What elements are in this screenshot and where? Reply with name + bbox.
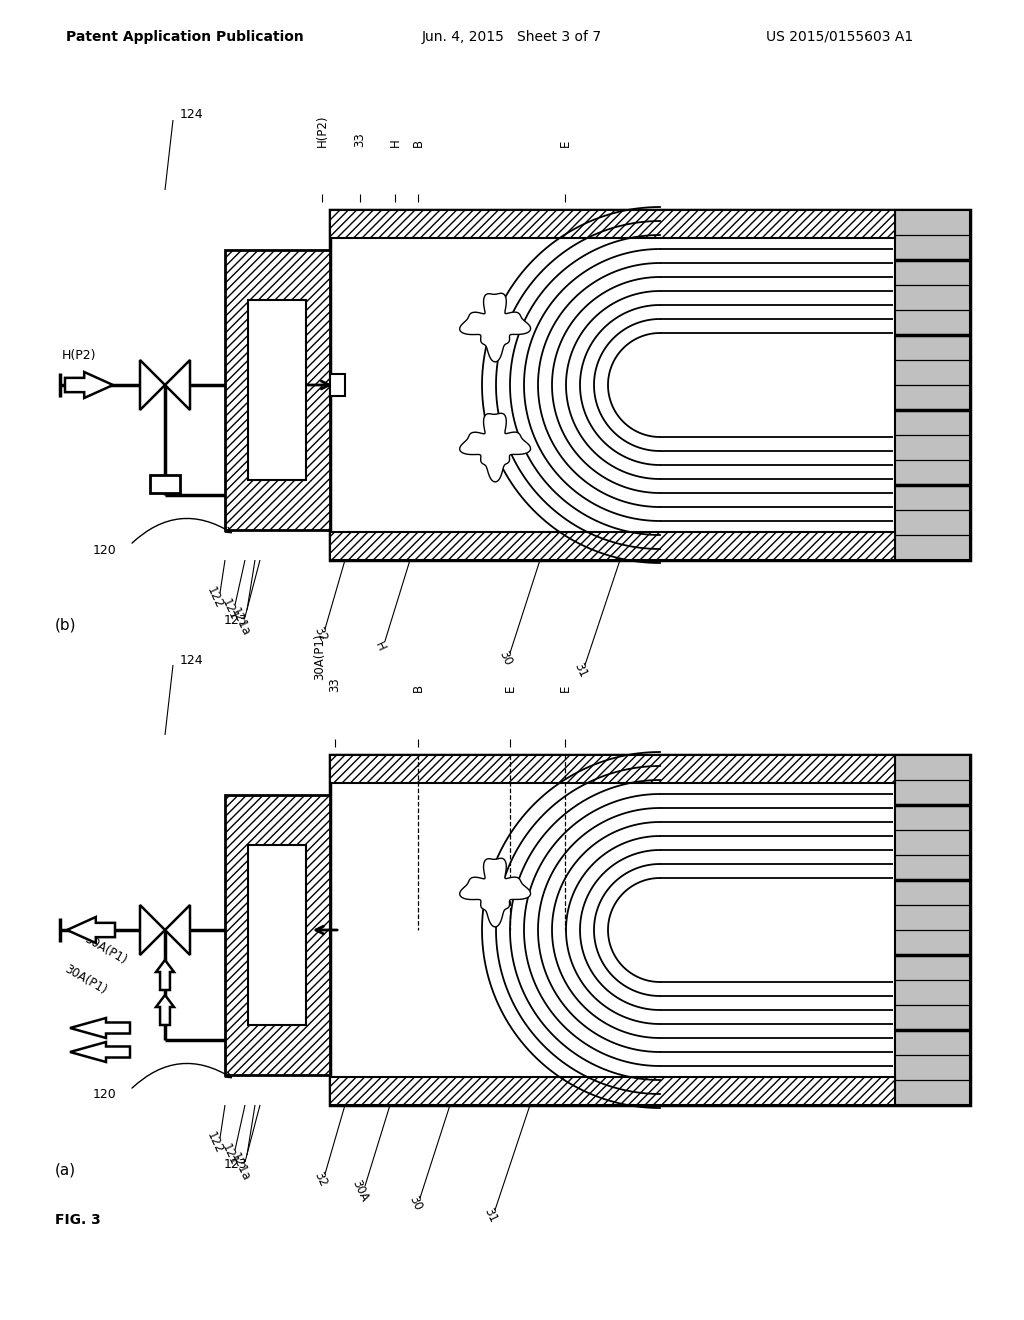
Bar xyxy=(330,374,345,396)
Text: H(P2): H(P2) xyxy=(315,115,329,147)
Text: 123: 123 xyxy=(223,1159,247,1172)
Text: 124: 124 xyxy=(180,653,204,667)
Text: 33: 33 xyxy=(329,677,341,692)
Polygon shape xyxy=(460,858,530,927)
Text: US 2015/0155603 A1: US 2015/0155603 A1 xyxy=(766,30,913,44)
Text: 33: 33 xyxy=(353,132,367,147)
Text: 30A(P1): 30A(P1) xyxy=(313,634,327,680)
Bar xyxy=(225,795,330,1074)
Text: 121: 121 xyxy=(219,597,241,623)
Text: 30: 30 xyxy=(496,648,514,668)
Text: Jun. 4, 2015   Sheet 3 of 7: Jun. 4, 2015 Sheet 3 of 7 xyxy=(422,30,602,44)
Bar xyxy=(330,755,895,783)
Text: 122: 122 xyxy=(205,1130,225,1156)
Polygon shape xyxy=(70,1041,130,1063)
Text: E: E xyxy=(558,685,571,692)
Text: 30: 30 xyxy=(406,1193,424,1213)
Text: 122: 122 xyxy=(205,585,225,611)
Text: FIG. 3: FIG. 3 xyxy=(55,1213,100,1228)
Polygon shape xyxy=(460,413,530,482)
Text: H: H xyxy=(388,139,401,147)
Text: 30A(P1): 30A(P1) xyxy=(62,962,109,997)
Text: 121a: 121a xyxy=(227,606,252,639)
Text: 123: 123 xyxy=(223,614,247,627)
Bar xyxy=(248,300,306,480)
Polygon shape xyxy=(165,360,190,411)
Polygon shape xyxy=(165,906,190,954)
Text: 121: 121 xyxy=(219,1142,241,1168)
Bar xyxy=(330,210,970,560)
Bar xyxy=(330,532,895,560)
Bar xyxy=(895,210,970,560)
Bar xyxy=(330,755,970,1105)
Polygon shape xyxy=(70,1018,130,1038)
Bar xyxy=(330,1077,895,1105)
Polygon shape xyxy=(140,906,165,954)
Text: 31: 31 xyxy=(481,1205,499,1225)
Polygon shape xyxy=(140,360,165,411)
Bar xyxy=(248,845,306,1026)
Polygon shape xyxy=(460,293,530,362)
Text: 124: 124 xyxy=(180,108,204,121)
Text: 121a: 121a xyxy=(227,1151,252,1183)
Text: 30A: 30A xyxy=(349,1177,371,1204)
Text: B: B xyxy=(412,684,425,692)
Text: 32: 32 xyxy=(311,1170,329,1188)
Text: B: B xyxy=(412,139,425,147)
Text: (a): (a) xyxy=(55,1163,76,1177)
Polygon shape xyxy=(65,372,113,399)
Text: 120: 120 xyxy=(93,1089,117,1101)
Text: 120: 120 xyxy=(93,544,117,557)
Text: E: E xyxy=(558,140,571,147)
Text: 30A(P1): 30A(P1) xyxy=(82,933,129,968)
Text: (b): (b) xyxy=(55,618,77,632)
Polygon shape xyxy=(67,917,115,942)
Bar xyxy=(895,755,970,1105)
Bar xyxy=(150,475,180,492)
Text: H(P2): H(P2) xyxy=(62,348,96,362)
Text: 32: 32 xyxy=(311,624,329,643)
Bar xyxy=(225,249,330,531)
Polygon shape xyxy=(156,960,174,990)
Text: Patent Application Publication: Patent Application Publication xyxy=(67,30,304,44)
Bar xyxy=(330,210,895,238)
Polygon shape xyxy=(156,995,174,1026)
Text: E: E xyxy=(504,685,516,692)
Text: H: H xyxy=(373,639,388,652)
Text: 31: 31 xyxy=(571,660,589,680)
